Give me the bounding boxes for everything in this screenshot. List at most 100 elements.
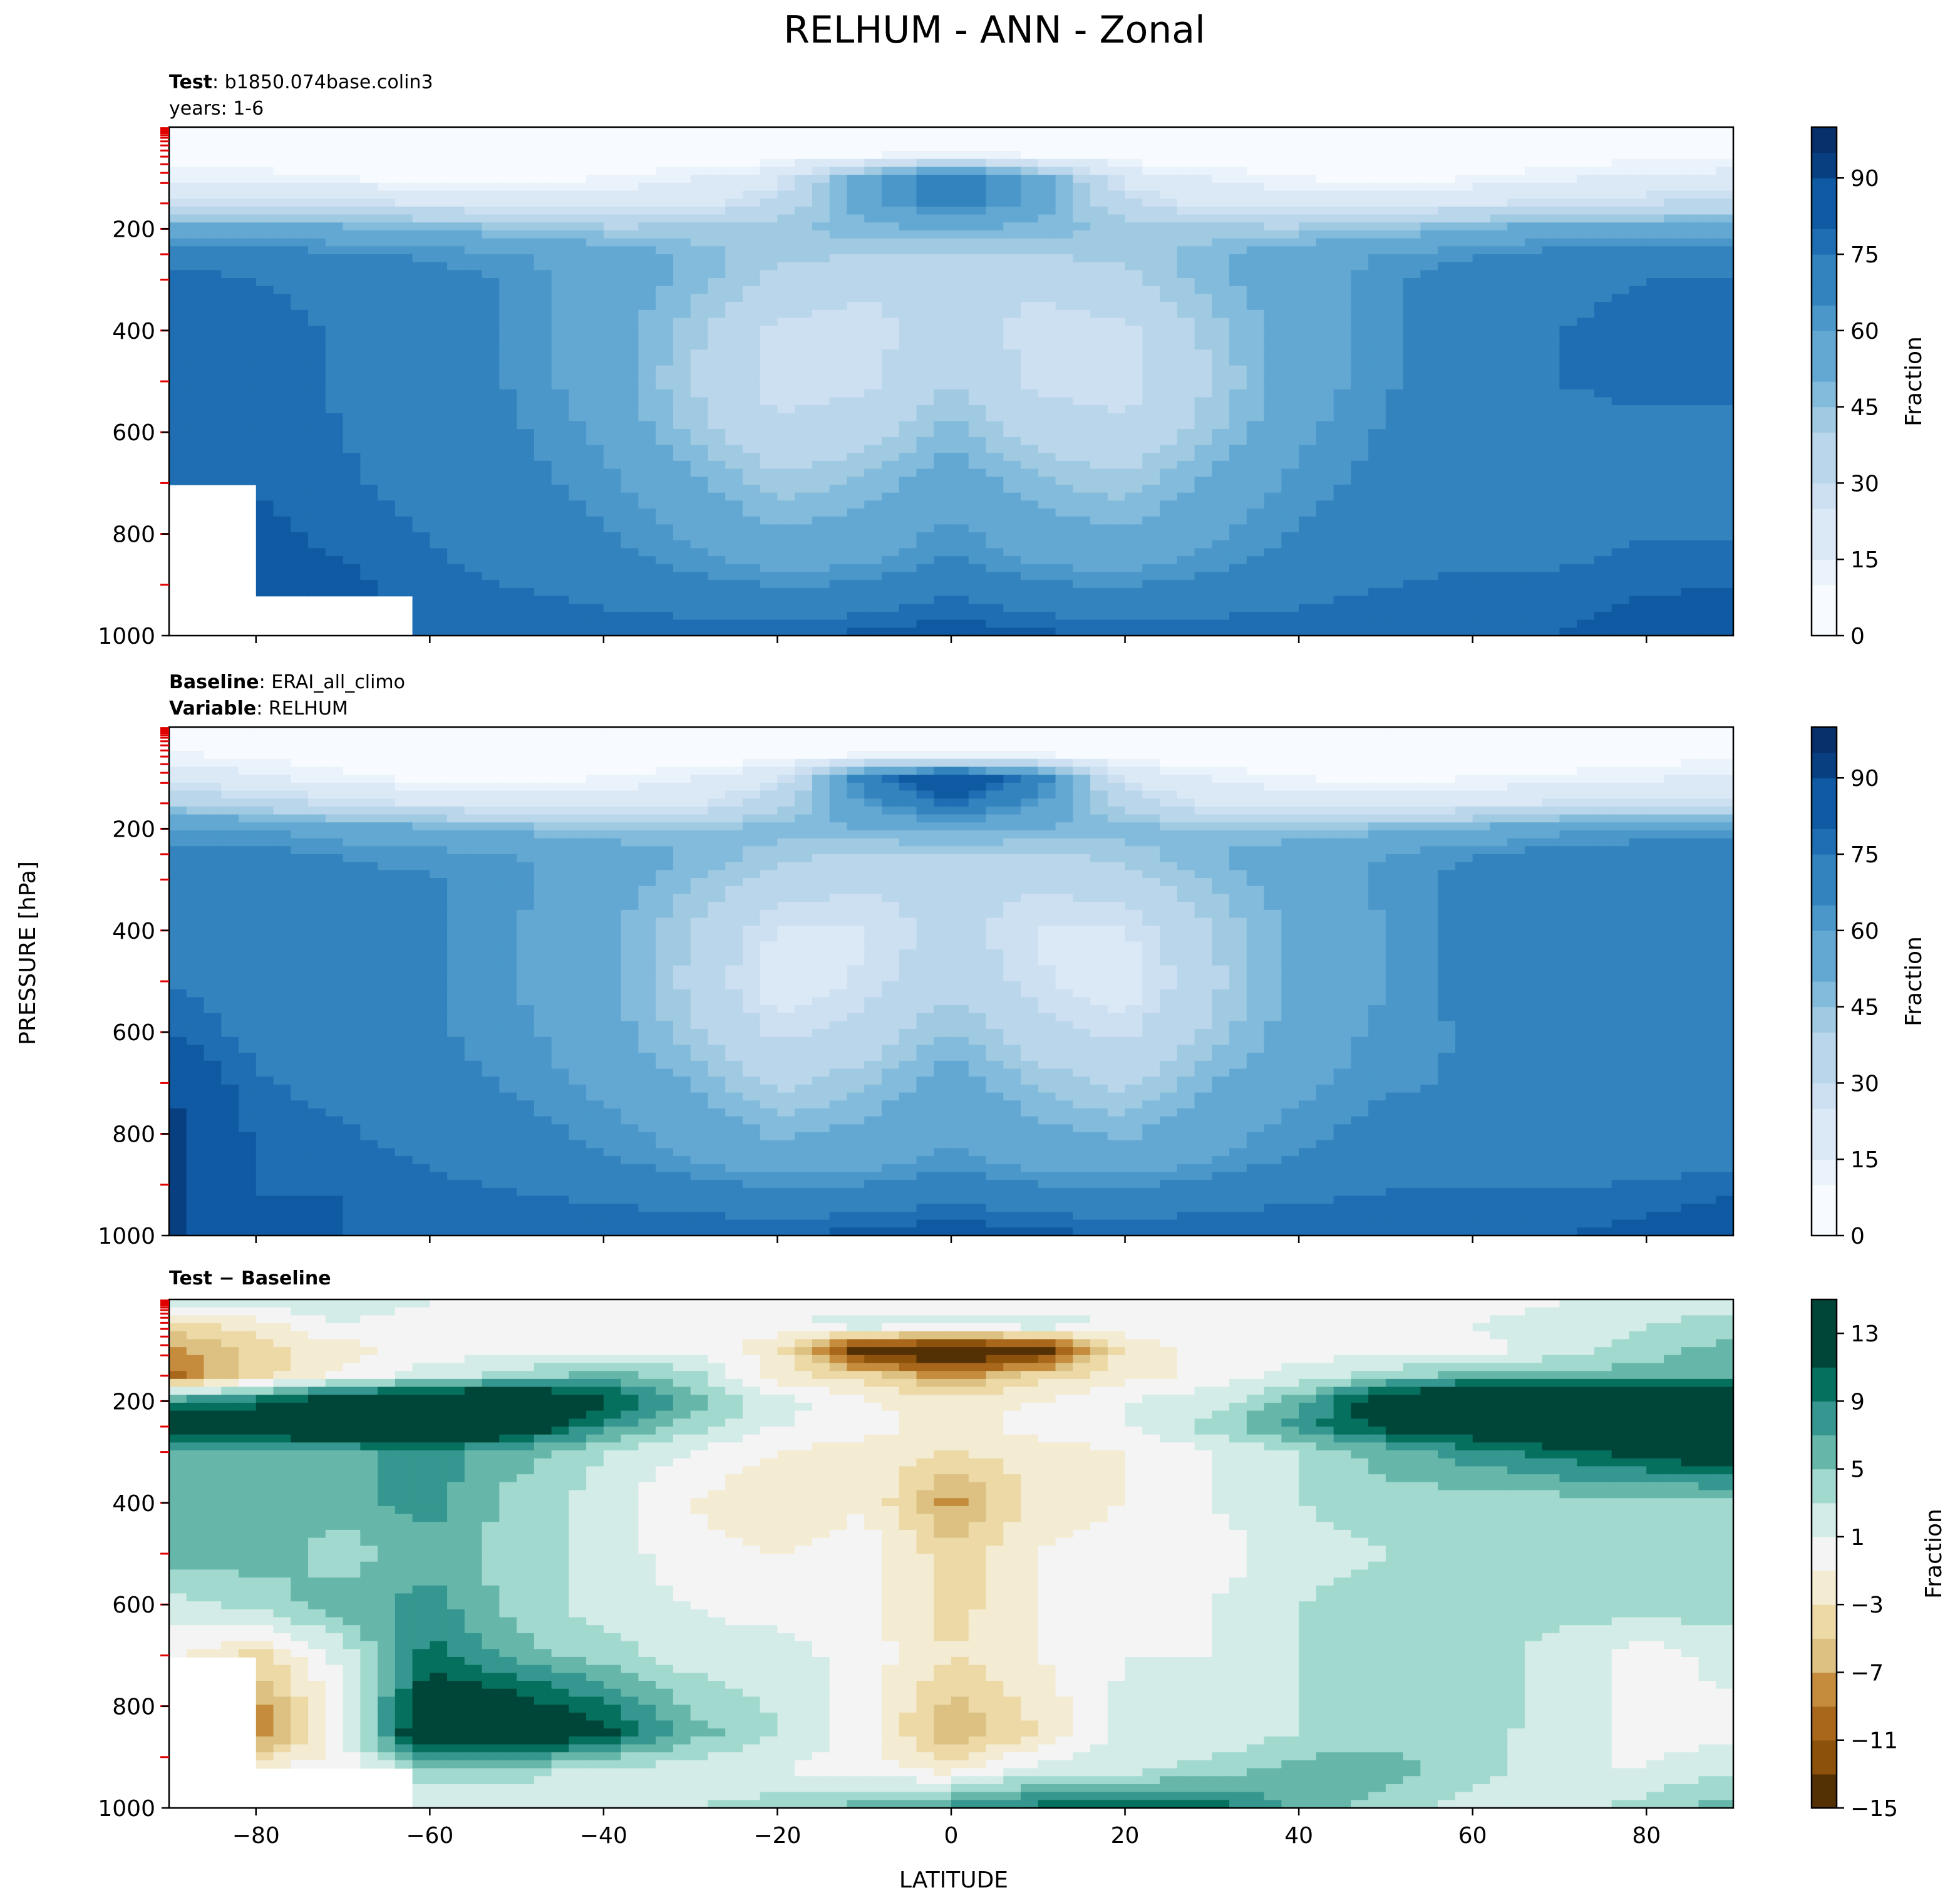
contour-cell bbox=[1524, 429, 1543, 438]
contour-cell bbox=[1420, 445, 1438, 453]
contour-cell bbox=[795, 254, 813, 263]
contour-cell bbox=[1194, 167, 1213, 175]
contour-cell bbox=[881, 286, 900, 295]
contour-cell bbox=[742, 318, 761, 326]
contour-cell bbox=[291, 222, 309, 231]
contour-cell bbox=[430, 389, 448, 398]
contour-cell bbox=[1229, 158, 1247, 168]
contour-cell bbox=[273, 540, 292, 549]
contour-cell bbox=[1194, 182, 1213, 192]
contour-cell bbox=[690, 294, 709, 302]
contour-cell bbox=[986, 532, 1004, 541]
contour-cell bbox=[343, 365, 361, 374]
contour-cell bbox=[586, 548, 604, 557]
contour-cell bbox=[569, 214, 587, 224]
contour-cell bbox=[1194, 492, 1213, 502]
contour-cell bbox=[812, 468, 830, 478]
contour-cell bbox=[273, 127, 292, 136]
contour-cell bbox=[1107, 175, 1126, 183]
contour-cell bbox=[621, 341, 639, 351]
contour-cell bbox=[169, 318, 187, 326]
contour-cell bbox=[638, 214, 656, 224]
contour-cell bbox=[1646, 135, 1664, 144]
contour-cell bbox=[986, 333, 1004, 343]
contour-cell bbox=[1316, 182, 1334, 192]
contour-cell bbox=[725, 143, 743, 152]
contour-cell bbox=[1264, 167, 1282, 175]
contour-cell bbox=[1246, 436, 1265, 446]
contour-cell bbox=[603, 468, 622, 478]
contour-cell bbox=[986, 436, 1004, 446]
contour-cell bbox=[1281, 143, 1299, 152]
contour-cell bbox=[795, 167, 813, 175]
contour-cell bbox=[1055, 373, 1074, 382]
contour-cell bbox=[1246, 294, 1265, 302]
contour-cell bbox=[1663, 278, 1682, 287]
contour-cell bbox=[482, 492, 500, 502]
contour-cell bbox=[708, 357, 726, 366]
contour-cell bbox=[1716, 477, 1734, 485]
contour-cell bbox=[656, 294, 674, 302]
contour-cell bbox=[395, 468, 413, 478]
contour-cell bbox=[638, 135, 656, 144]
contour-cell bbox=[1021, 127, 1039, 136]
contour-cell bbox=[725, 254, 743, 263]
contour-cell bbox=[1212, 333, 1230, 343]
contour-cell bbox=[464, 158, 483, 168]
contour-cell bbox=[968, 182, 987, 192]
contour-cell bbox=[1681, 302, 1700, 311]
contour-cell bbox=[1125, 484, 1143, 493]
contour-cell bbox=[1716, 238, 1734, 247]
contour-cell bbox=[569, 270, 587, 279]
contour-cell bbox=[1264, 246, 1282, 255]
contour-cell bbox=[1524, 556, 1543, 565]
contour-cell bbox=[1281, 286, 1299, 295]
contour-cell bbox=[1212, 175, 1230, 183]
contour-cell bbox=[291, 254, 309, 263]
contour-cell bbox=[1073, 326, 1091, 334]
contour-cell bbox=[1385, 230, 1404, 239]
contour-cell bbox=[777, 540, 795, 549]
contour-cell bbox=[1646, 453, 1664, 462]
contour-cell bbox=[343, 222, 361, 231]
contour-cell bbox=[1316, 151, 1334, 160]
contour-cell bbox=[343, 381, 361, 390]
contour-cell bbox=[255, 349, 274, 358]
contour-cell bbox=[1142, 516, 1160, 525]
contour-cell bbox=[1577, 445, 1595, 453]
contour-cell bbox=[1142, 286, 1160, 295]
contour-cell bbox=[464, 349, 483, 358]
contour-cell bbox=[795, 199, 813, 207]
contour-cell bbox=[1125, 238, 1143, 247]
contour-cell bbox=[586, 167, 604, 175]
contour-cell bbox=[1194, 460, 1213, 470]
contour-cell bbox=[1368, 421, 1386, 430]
contour-cell bbox=[708, 302, 726, 311]
contour-cell bbox=[656, 270, 674, 279]
contour-cell bbox=[1594, 548, 1612, 557]
contour-cell bbox=[708, 373, 726, 382]
contour-cell bbox=[934, 532, 952, 541]
contour-cell bbox=[517, 540, 535, 549]
contour-cell bbox=[1333, 484, 1352, 493]
contour-cell bbox=[934, 509, 952, 517]
contour-cell bbox=[499, 365, 517, 374]
contour-cell bbox=[464, 445, 483, 453]
contour-cell bbox=[812, 135, 830, 144]
contour-cell bbox=[1438, 127, 1456, 136]
contour-cell bbox=[447, 405, 465, 414]
contour-cell bbox=[1021, 238, 1039, 247]
contour-cell bbox=[777, 190, 795, 199]
contour-cell bbox=[1055, 333, 1074, 343]
contour-cell bbox=[881, 556, 900, 565]
contour-cell bbox=[603, 516, 622, 525]
contour-cell bbox=[169, 199, 187, 207]
contour-cell bbox=[1524, 190, 1543, 199]
contour-cell bbox=[1229, 143, 1247, 152]
contour-cell bbox=[551, 127, 570, 136]
contour-cell bbox=[1490, 238, 1508, 247]
contour-cell bbox=[499, 294, 517, 302]
contour-cell bbox=[534, 302, 552, 311]
contour-cell bbox=[656, 262, 674, 271]
contour-cell bbox=[447, 135, 465, 144]
